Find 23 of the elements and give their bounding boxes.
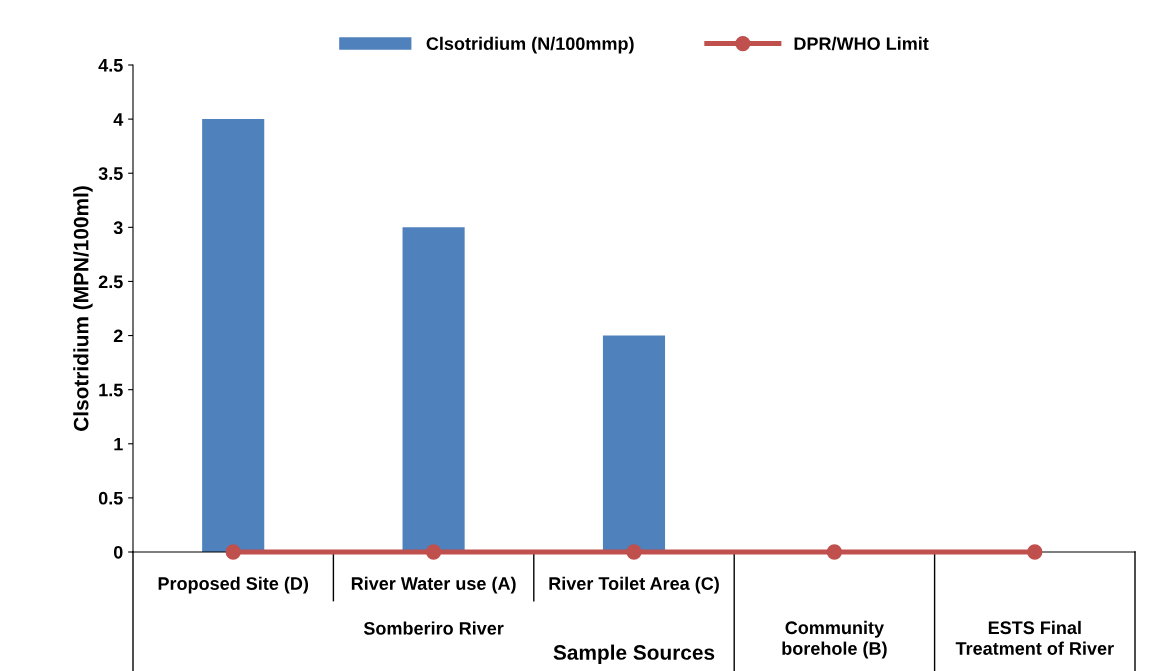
y-tick-label: 0 bbox=[113, 545, 123, 559]
bar bbox=[402, 227, 465, 552]
bar bbox=[602, 335, 666, 552]
text: Somberiro River bbox=[363, 621, 504, 635]
y-tick-label: 1.5 bbox=[99, 383, 123, 397]
y-tick-label: 2.5 bbox=[98, 275, 123, 289]
y-axis-title: Clsotridium (MPN/100ml) bbox=[73, 186, 93, 431]
y-tick-label: 4 bbox=[113, 113, 124, 126]
y-tick-label: 4.5 bbox=[98, 59, 123, 72]
text: Community borehole (B) bbox=[782, 620, 887, 659]
bar bbox=[202, 119, 265, 552]
text: ESTS Final Treatment of River bbox=[955, 620, 1114, 655]
y-tick-label: 0.5 bbox=[98, 491, 123, 505]
legend-label: DPR/WHO Limit bbox=[794, 36, 929, 51]
x-axis-title: Sample Sources bbox=[553, 644, 715, 664]
y-tick-label: 3.5 bbox=[98, 167, 123, 180]
y-tick-label: 2 bbox=[113, 329, 123, 343]
x-tick-label: River Water use (A) bbox=[351, 576, 516, 594]
y-tick-label: 3 bbox=[113, 221, 123, 235]
y-tick-label: 1 bbox=[114, 437, 123, 451]
x-tick-label: Proposed Site (D) bbox=[158, 576, 309, 594]
x-tick-label: River Toilet Area (C) bbox=[549, 576, 719, 594]
legend-label: Clsotridium (N/100mmp) bbox=[426, 36, 634, 54]
